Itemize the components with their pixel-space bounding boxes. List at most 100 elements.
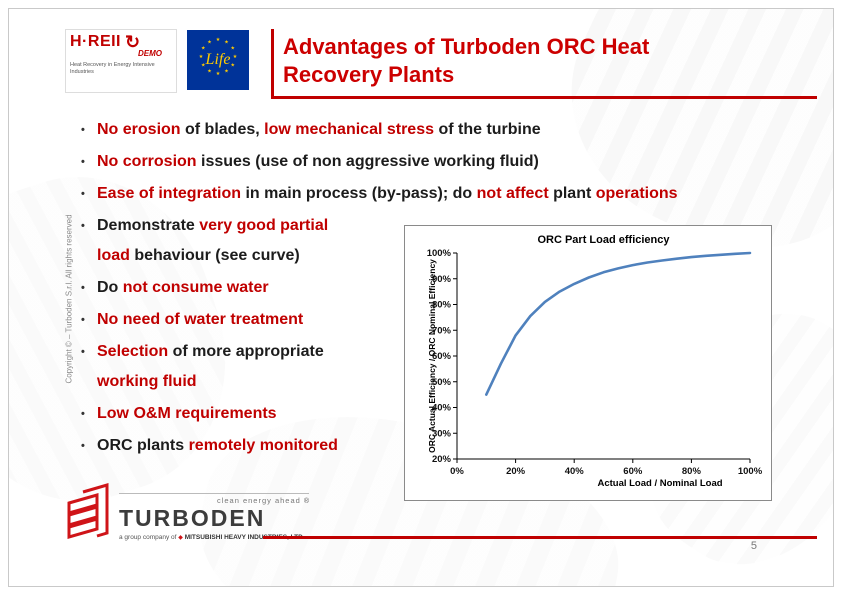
turboden-wordmark: TURBODEN: [119, 505, 266, 531]
turboden-wordmark-block: clean energy ahead ® TURBODEN a group co…: [119, 493, 309, 541]
eu-star-icon: ★: [201, 46, 206, 52]
hreii-logo: H·REII ↻ DEMO Heat Recovery in Energy In…: [65, 29, 177, 93]
text-segment: not affect: [476, 185, 549, 202]
eu-flag-background: [187, 30, 249, 90]
bullet-marker: •: [81, 282, 85, 294]
bullet-marker: •: [81, 314, 85, 326]
text-segment: No erosion: [97, 121, 181, 138]
x-tick-label: 100%: [738, 466, 763, 477]
text-segment: ORC plants: [97, 437, 189, 454]
text-segment: behaviour (see curve): [129, 247, 300, 264]
bullet-list-top: • No erosion of blades, low mechanical st…: [81, 115, 807, 211]
y-tick-label: 80%: [432, 300, 452, 311]
efficiency-curve: [485, 251, 752, 396]
text-segment: Demonstrate: [97, 217, 200, 234]
bullet-marker: •: [81, 188, 85, 200]
bullet-item: • Ease of integration in main process (by…: [81, 179, 807, 209]
eu-star-icon: ★: [201, 63, 206, 69]
eu-star-icon: ★: [230, 63, 235, 69]
group-company-prefix: a group company of: [119, 534, 177, 541]
bullet-text: No need of water treatment: [97, 305, 303, 335]
eu-star-icon: ★: [216, 71, 221, 77]
chart-canvas: 20%30%40%50%60%70%80%90%100%0% 20% 40% 60% 8…: [427, 248, 763, 477]
registered-mark: ®: [303, 498, 309, 505]
text-segment: Do: [97, 279, 123, 296]
text-segment: No corrosion: [97, 153, 197, 170]
bullet-text: Low O&M requirements: [97, 399, 277, 429]
text-segment: in main process (by-pass); do: [241, 185, 477, 202]
x-tick-label: 20%: [506, 466, 526, 477]
y-tick-label: 100%: [427, 248, 452, 259]
eu-star-icon: ★: [224, 39, 229, 45]
slide: H·REII ↻ DEMO Heat Recovery in Energy In…: [8, 8, 834, 587]
y-tick-label: 40%: [432, 403, 452, 414]
text-segment: Low O&M requirements: [97, 405, 277, 422]
eu-star-icon: ★: [230, 46, 235, 52]
bullet-list-side: • Demonstrate very good partial load behav…: [81, 211, 405, 463]
bullet-marker: •: [81, 408, 85, 420]
bullet-item: • No need of water treatment: [81, 305, 405, 335]
text-segment: No need of water treatment: [97, 311, 304, 328]
group-company-line: a group company of ◆ MITSUBISHI HEAVY IN…: [119, 534, 309, 541]
header-rule: [271, 96, 817, 99]
text-segment: of the turbine: [434, 121, 541, 138]
bullet-item: • Do not consume water: [81, 273, 405, 303]
eu-life-logo: ★ ★★★★★★★★★★★ Life: [187, 30, 249, 90]
text-segment: working fluid: [97, 373, 197, 390]
text-segment: Selection: [97, 343, 169, 360]
bullet-item: • No corrosion issues (use of non aggress…: [81, 147, 807, 177]
page-title-line1: Advantages of Turboden ORC Heat: [283, 34, 650, 59]
circular-arrow-icon: ↻: [125, 32, 141, 52]
eu-stars-icon: ★ ★★★★★★★★★★★: [199, 37, 238, 77]
chart-x-axis-label: Actual Load / Nominal Load: [597, 478, 723, 489]
bullet-item: • Demonstrate very good partial load behav…: [81, 211, 405, 271]
eu-star-icon: ★: [207, 69, 212, 75]
bullet-item: • Low O&M requirements: [81, 399, 405, 429]
x-tick-label: 40%: [565, 466, 585, 477]
bullet-marker: •: [81, 220, 85, 232]
page-title: Advantages of Turboden ORC Heat Recovery…: [283, 33, 763, 89]
turboden-tagline: clean energy ahead: [216, 496, 301, 505]
orc-part-load-chart: ORC Part Load efficiency ORC Actual Effi…: [404, 225, 772, 501]
y-tick-label: 90%: [432, 274, 452, 285]
text-segment: of more appropriate: [168, 343, 324, 360]
text-segment: not consume water: [122, 279, 269, 296]
text-segment: Ease of integration: [97, 185, 242, 202]
bullet-text: Demonstrate very good partial load behavi…: [97, 211, 328, 271]
copyright-text: Copyright © – Turboden S.r.l. All rights…: [64, 214, 74, 384]
bullet-item: • Selection of more appropriate working fl…: [81, 337, 405, 397]
life-logo-text: Life: [205, 51, 231, 68]
page-title-line2: Recovery Plants: [283, 62, 455, 87]
bullet-text: No erosion of blades, low mechanical str…: [97, 115, 541, 145]
header-divider: [271, 29, 274, 97]
text-segment: very good partial: [199, 217, 329, 234]
y-tick-label: 30%: [432, 428, 452, 439]
y-tick-label: 70%: [432, 325, 452, 336]
bullet-item: • No erosion of blades, low mechanical st…: [81, 115, 807, 145]
bullet-text: ORC plants remotely monitored: [97, 431, 338, 461]
eu-star-icon: ★: [233, 54, 238, 60]
text-segment: issues (use of non aggressive working fl…: [196, 153, 539, 170]
bullet-text: Do not consume water: [97, 273, 269, 303]
bullet-text: No corrosion issues (use of non aggressi…: [97, 147, 539, 177]
eu-star-icon: ★: [199, 54, 204, 60]
text-segment: low mechanical stress: [264, 121, 434, 138]
text-segment: operations: [595, 185, 678, 202]
bullet-marker: •: [81, 346, 85, 358]
bullet-item: • ORC plants remotely monitored: [81, 431, 405, 461]
group-company-name: MITSUBISHI HEAVY INDUSTRIES, LTD.: [184, 534, 305, 541]
bullet-marker: •: [81, 156, 85, 168]
eu-star-icon: ★: [216, 37, 221, 43]
x-tick-label: 60%: [623, 466, 643, 477]
bullet-text: Selection of more appropriate working flu…: [97, 337, 324, 397]
text-segment: plant: [548, 185, 596, 202]
bullet-text: Ease of integration in main process (by-…: [97, 179, 678, 209]
hreii-demo-label: DEMO: [138, 49, 162, 58]
eu-star-icon: ★: [207, 39, 212, 45]
hreii-tagline: Heat Recovery in Energy Intensive Indust…: [70, 62, 155, 75]
text-segment: of blades,: [180, 121, 265, 138]
page-number: 5: [750, 540, 757, 552]
turboden-logo-icon: [67, 483, 109, 539]
x-tick-label: 80%: [682, 466, 702, 477]
